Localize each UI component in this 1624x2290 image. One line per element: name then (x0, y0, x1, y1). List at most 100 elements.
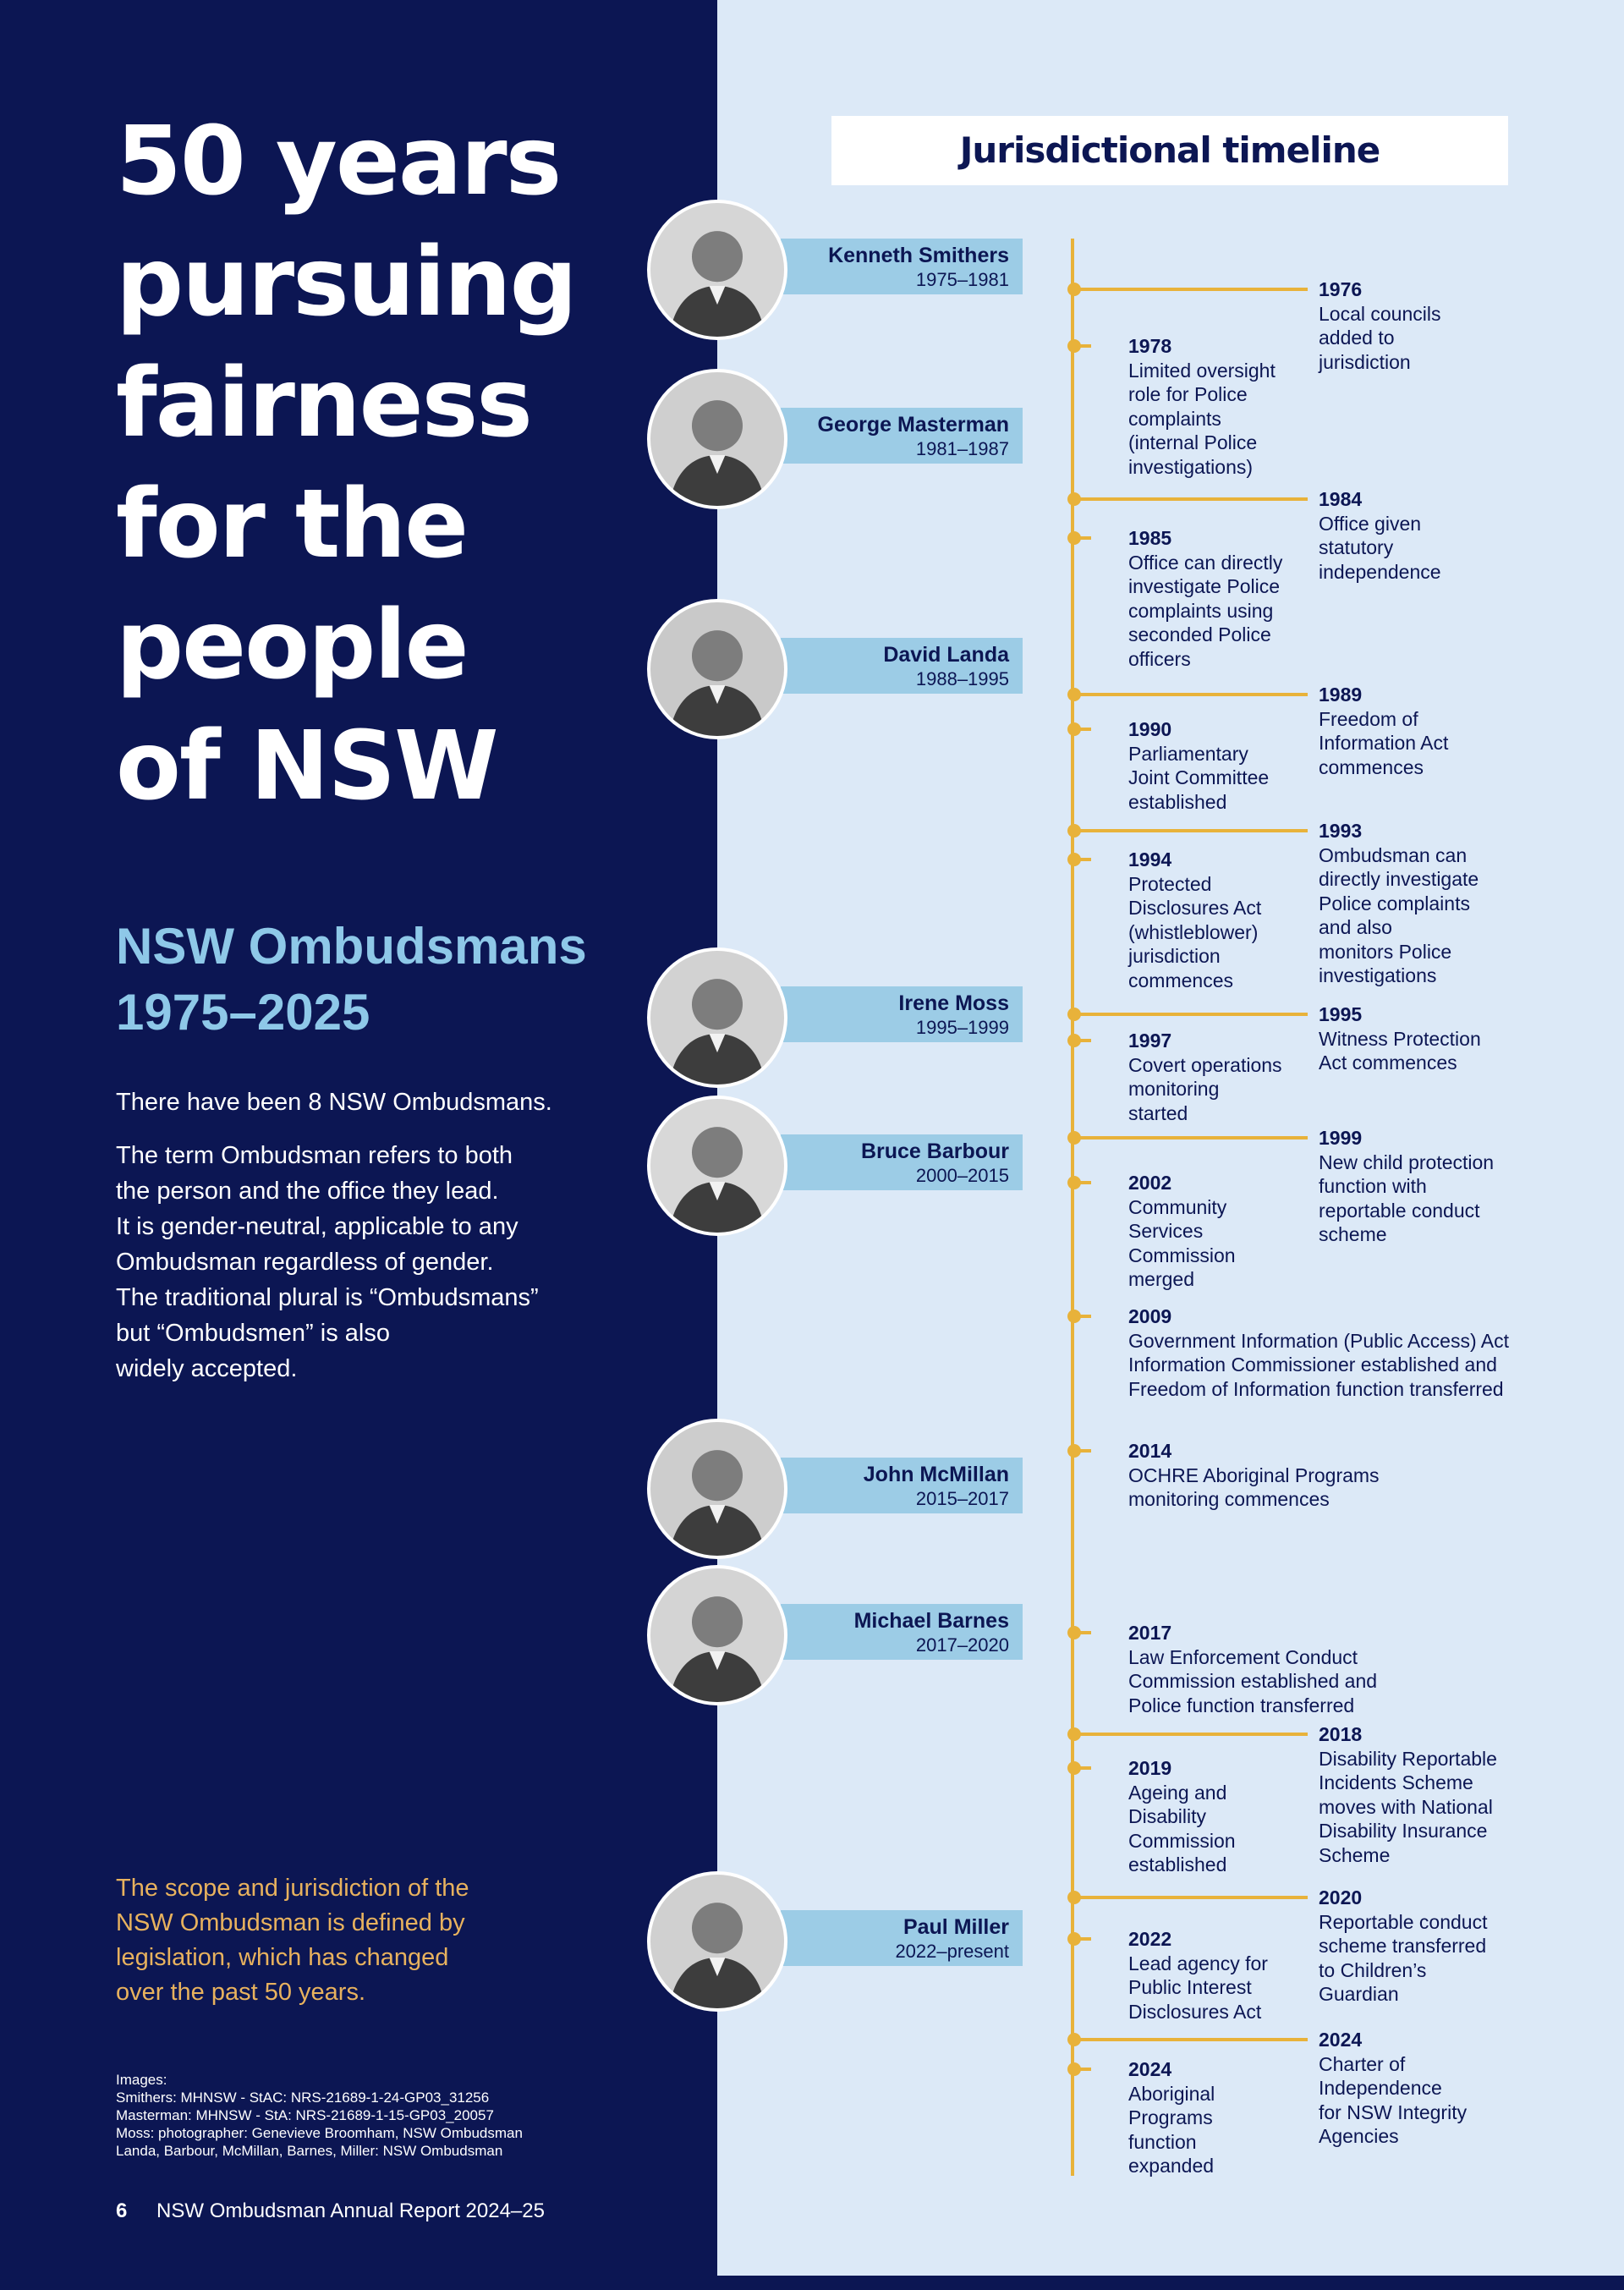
scope-line: NSW Ombudsman is defined by (116, 1909, 465, 1936)
event-description-line: established (1128, 790, 1227, 813)
scope-note: The scope and jurisdiction of the NSW Om… (116, 1871, 469, 2010)
event-description-line: Aboriginal (1128, 2082, 1215, 2105)
title-line: for the (116, 470, 469, 579)
event-description-line: Local councils (1319, 302, 1441, 325)
timeline-marker (1067, 1176, 1081, 1189)
ombudsman-entry: Michael Barnes 2017–2020 (647, 1565, 1023, 1705)
timeline-marker (1067, 1626, 1081, 1639)
ombudsman-name: John McMillan (863, 1463, 1009, 1486)
portrait-photo (647, 1871, 787, 2012)
credit-line: Masterman: MHNSW - StA: NRS-21689-1-15-G… (116, 2107, 494, 2123)
page-number: 6 (116, 2199, 128, 2222)
event-description-line: Freedom of Information function transfer… (1128, 1377, 1504, 1400)
event-year: 1989 (1319, 684, 1363, 706)
event-description-line: monitoring commences (1128, 1488, 1330, 1510)
ombudsman-name: Irene Moss (898, 991, 1009, 1015)
event-description-line: Office can directly (1128, 551, 1283, 574)
timeline-branch (1073, 1896, 1308, 1899)
timeline-branch (1073, 728, 1091, 731)
image-credits: Images: Smithers: MHNSW - StAC: NRS-2168… (116, 2071, 523, 2160)
event-description-line: established (1128, 1853, 1227, 1875)
ombudsman-name: George Masterman (817, 413, 1009, 437)
event-description-line: moves with National (1319, 1795, 1493, 1818)
timeline-marker (1067, 1761, 1081, 1775)
event-year: 2019 (1128, 1757, 1172, 1779)
timeline-marker (1067, 1008, 1081, 1021)
event-year: 2020 (1319, 1886, 1363, 1908)
timeline-marker (1067, 1444, 1081, 1458)
term-line: Ombudsman regardless of gender. (116, 1249, 494, 1276)
timeline-branch (1073, 1449, 1091, 1453)
timeline-event: 2002 Community Services Commission merged (1128, 1171, 1236, 1292)
ombudsman-entry: Bruce Barbour 2000–2015 (647, 1096, 1023, 1236)
event-description-line: Protected (1128, 872, 1212, 895)
timeline-event: 1985 Office can directly investigate Polic… (1128, 526, 1282, 671)
timeline-event: 1999 New child protection function with rep… (1319, 1126, 1494, 1247)
event-description-line: scheme transferred (1319, 1935, 1487, 1957)
event-description-line: Parliamentary (1128, 742, 1248, 765)
event-description-line: New child protection (1319, 1150, 1495, 1173)
event-year: 2022 (1128, 1928, 1172, 1950)
timeline-event: 1984 Office given statutory independence (1319, 487, 1441, 584)
portrait-photo (647, 369, 787, 509)
event-description-line: scheme (1319, 1223, 1387, 1245)
event-description-line: Lead agency for (1128, 1952, 1268, 1974)
title-line: of NSW (116, 711, 499, 821)
event-description-line: Government Information (Public Access) A… (1128, 1329, 1509, 1352)
left-panel: 50 years pursuing fairness for the peopl… (0, 0, 717, 2290)
term-line: widely accepted. (116, 1355, 298, 1382)
timeline-event: 1993 Ombudsman can directly investigate Pol… (1319, 819, 1479, 988)
timeline-marker (1067, 1131, 1081, 1145)
event-description-line: Law Enforcement Conduct (1128, 1645, 1358, 1668)
timeline-event: 2009 Government Information (Public Acces… (1128, 1304, 1509, 1401)
timeline-event: 2020 Reportable conduct scheme transferred… (1319, 1886, 1487, 2007)
term-line: The traditional plural is “Ombudsmans” (116, 1284, 539, 1311)
timeline-marker (1067, 1034, 1081, 1047)
intro-paragraph: There have been 8 NSW Ombudsmans. (116, 1089, 552, 1116)
ombudsman-years: 1975–1981 (915, 269, 1009, 290)
event-year: 1994 (1128, 848, 1172, 870)
event-description-line: investigations (1319, 964, 1437, 986)
ombudsman-label: Paul Miller 2022–present (781, 1910, 1023, 1966)
title-line: 50 years (116, 107, 562, 217)
timeline-axis (1071, 239, 1074, 2176)
timeline-marker (1067, 2033, 1081, 2046)
timeline-marker (1067, 492, 1081, 506)
event-description-line: Limited oversight (1128, 359, 1276, 382)
event-description-line: Disability Insurance (1319, 1820, 1488, 1842)
event-description-line: Information Commissioner established and (1128, 1354, 1497, 1376)
timeline-event: 1989 Freedom of Information Act commences (1319, 683, 1448, 779)
event-year: 1985 (1128, 527, 1172, 549)
ombudsman-years: 1988–1995 (915, 668, 1009, 689)
timeline-branch (1073, 1937, 1091, 1941)
event-year: 1978 (1128, 335, 1172, 357)
event-description-line: Reportable conduct (1319, 1910, 1488, 1933)
timeline-branch (1073, 1039, 1091, 1042)
term-line: but “Ombudsmen” is also (116, 1320, 390, 1347)
event-description-line: Joint Committee (1128, 766, 1270, 788)
ombudsman-label: George Masterman 1981–1987 (781, 408, 1023, 464)
event-description-line: merged (1128, 1268, 1194, 1290)
event-description-line: Commission (1128, 1244, 1236, 1266)
title-line: fairness (116, 349, 533, 459)
timeline-event: 2024 Charter of Independence for NSW Integr… (1319, 2028, 1467, 2149)
event-description-line: for NSW Integrity (1319, 2101, 1468, 2123)
event-description-line: Independence (1319, 2077, 1442, 2099)
event-year: 1993 (1319, 820, 1363, 842)
scope-line: over the past 50 years. (116, 1979, 365, 2006)
timeline-branch (1073, 1733, 1308, 1736)
event-description-line: reportable conduct (1319, 1199, 1480, 1222)
ombudsman-label: Bruce Barbour 2000–2015 (781, 1134, 1023, 1190)
ombudsman-years: 2015–2017 (915, 1488, 1009, 1509)
event-year: 2002 (1128, 1172, 1172, 1194)
timeline-branch (1073, 344, 1091, 348)
event-description-line: Scheme (1319, 1843, 1391, 1866)
portrait-photo (647, 947, 787, 1088)
event-year: 1995 (1319, 1003, 1363, 1025)
event-description-line: Guardian (1319, 1983, 1399, 2005)
event-year: 1984 (1319, 488, 1363, 510)
credit-line: Smithers: MHNSW - StAC: NRS-21689-1-24-G… (116, 2090, 490, 2106)
event-year: 1976 (1319, 278, 1363, 300)
term-line: It is gender-neutral, applicable to any (116, 1213, 518, 1240)
event-description-line: Commission (1128, 1829, 1236, 1852)
